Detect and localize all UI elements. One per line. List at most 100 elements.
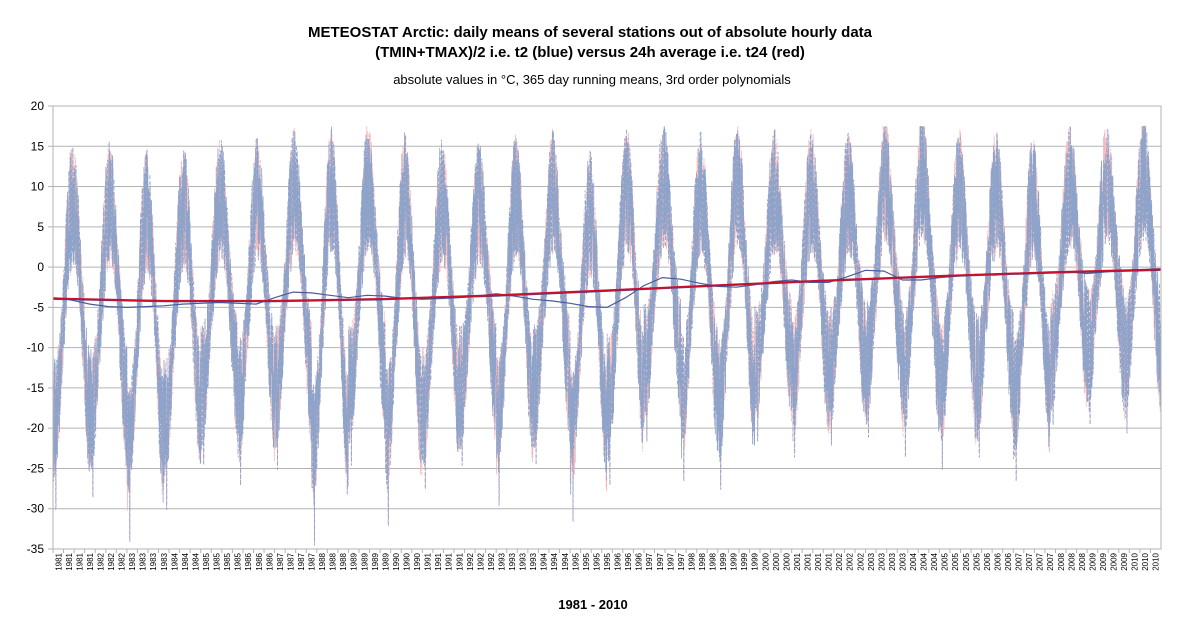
x-tick-label: 1999: [740, 552, 749, 570]
x-axis: 1981 1981 1981 1981 1982 1982 1982 1983 1983 1983…: [52, 549, 1161, 571]
x-tick-label: 2004: [909, 552, 918, 570]
x-tick-label: 1982: [96, 552, 105, 570]
y-tick-label: 15: [31, 139, 45, 153]
x-tick-label: 2005: [962, 552, 971, 570]
x-tick-label: 1998: [698, 552, 707, 570]
x-tick-label: 2009: [1120, 552, 1129, 570]
x-tick-label: 1993: [519, 552, 528, 570]
y-tick-label: -30: [27, 502, 45, 516]
x-tick-label: 2008: [1067, 552, 1076, 570]
x-tick-label: 1985: [202, 552, 211, 570]
x-tick-label: 1997: [645, 552, 654, 570]
x-tick-label: 1999: [719, 552, 728, 570]
x-tick-label: 1991: [455, 552, 464, 570]
x-tick-label: 1992: [466, 552, 475, 570]
x-tick-label: 1992: [476, 552, 485, 570]
series-t24-trend-line: [52, 268, 1162, 302]
x-tick-label: 1997: [656, 552, 665, 570]
x-tick-label: 2009: [1099, 552, 1108, 570]
x-tick-label: 2007: [1036, 552, 1045, 570]
y-tick-label: 10: [31, 180, 45, 194]
x-tick-label: 2005: [951, 552, 960, 570]
x-tick-label: 2002: [835, 552, 844, 570]
x-tick-label: 1994: [540, 552, 549, 570]
y-tick-label: 5: [37, 220, 44, 234]
x-tick-label: 1989: [381, 552, 390, 570]
x-tick-label: 1991: [434, 552, 443, 570]
x-tick-label: 1983: [160, 552, 169, 570]
x-tick-label: 1982: [107, 552, 116, 570]
x-tick-label: 1995: [571, 552, 580, 570]
x-tick-label: 2003: [888, 552, 897, 570]
x-tick-label: 1987: [276, 552, 285, 570]
x-tick-label: 2004: [920, 552, 929, 570]
x-tick-label: 1987: [286, 552, 295, 570]
x-tick-label: 1988: [339, 552, 348, 570]
x-tick-label: 1994: [550, 552, 559, 570]
x-tick-label: 1995: [592, 552, 601, 570]
x-tick-label: 1990: [413, 552, 422, 570]
x-tick-label: 1986: [255, 552, 264, 570]
series-t2-daily-line: [52, 125, 1162, 546]
x-tick-label: 1990: [403, 552, 412, 570]
y-tick-label: -5: [33, 300, 44, 314]
x-tick-label: 1984: [181, 552, 190, 570]
x-tick-label: 1996: [635, 552, 644, 570]
x-tick-label: 1984: [191, 552, 200, 570]
x-tick-label: 1998: [709, 552, 718, 570]
x-tick-label: 1993: [529, 552, 538, 570]
x-tick-label: 1984: [170, 552, 179, 570]
plot-frame: [52, 105, 1162, 550]
x-tick-label: 1986: [244, 552, 253, 570]
y-tick-label: 20: [31, 99, 45, 113]
x-tick-label: 2010: [1131, 552, 1140, 570]
y-tick-label: -10: [27, 341, 45, 355]
x-tick-label: 2008: [1057, 552, 1066, 570]
x-tick-label: 1996: [614, 552, 623, 570]
x-tick-label: 1991: [445, 552, 454, 570]
y-tick-label: -15: [27, 381, 45, 395]
x-tick-label: 2007: [1025, 552, 1034, 570]
x-tick-label: 1983: [149, 552, 158, 570]
x-tick-label: 2000: [782, 552, 791, 570]
x-tick-label: 1999: [751, 552, 760, 570]
x-tick-label: 2006: [993, 552, 1002, 570]
x-tick-label: 2010: [1141, 552, 1150, 570]
plot-area: [52, 125, 1162, 546]
x-tick-label: 2009: [1088, 552, 1097, 570]
x-tick-label: 2007: [1015, 552, 1024, 570]
x-tick-label: 2000: [772, 552, 781, 570]
x-tick-label: 2003: [867, 552, 876, 570]
x-tick-label: 1985: [223, 552, 232, 570]
x-tick-label: 1995: [582, 552, 591, 570]
x-tick-label: 1983: [139, 552, 148, 570]
x-tick-label: 2002: [856, 552, 865, 570]
chart-subtitle: absolute values in °C, 365 day running m…: [393, 72, 791, 87]
chart-title-line2: (TMIN+TMAX)/2 i.e. t2 (blue) versus 24h …: [375, 44, 805, 61]
x-tick-label: 2001: [793, 552, 802, 570]
x-tick-label: 1998: [687, 552, 696, 570]
x-tick-label: 1987: [297, 552, 306, 570]
x-tick-label: 2001: [825, 552, 834, 570]
x-tick-label: 2005: [941, 552, 950, 570]
x-tick-label: 2001: [814, 552, 823, 570]
x-tick-label: 1981: [65, 552, 74, 570]
x-tick-label: 1997: [666, 552, 675, 570]
x-tick-label: 1993: [497, 552, 506, 570]
x-tick-label: 2003: [877, 552, 886, 570]
y-tick-label: -20: [27, 421, 45, 435]
x-tick-label: 2002: [846, 552, 855, 570]
x-tick-label: 1993: [508, 552, 517, 570]
x-tick-label: 2008: [1078, 552, 1087, 570]
x-tick-label: 1994: [561, 552, 570, 570]
x-tick-label: 1985: [213, 552, 222, 570]
y-tick-label: -35: [27, 542, 45, 556]
x-tick-label: 1981: [54, 552, 63, 570]
x-tick-label: 1989: [371, 552, 380, 570]
x-tick-label: 2006: [1004, 552, 1013, 570]
x-tick-label: 1981: [86, 552, 95, 570]
x-tick-label: 1983: [128, 552, 137, 570]
x-tick-label: 2001: [803, 552, 812, 570]
x-tick-label: 2009: [1110, 552, 1119, 570]
